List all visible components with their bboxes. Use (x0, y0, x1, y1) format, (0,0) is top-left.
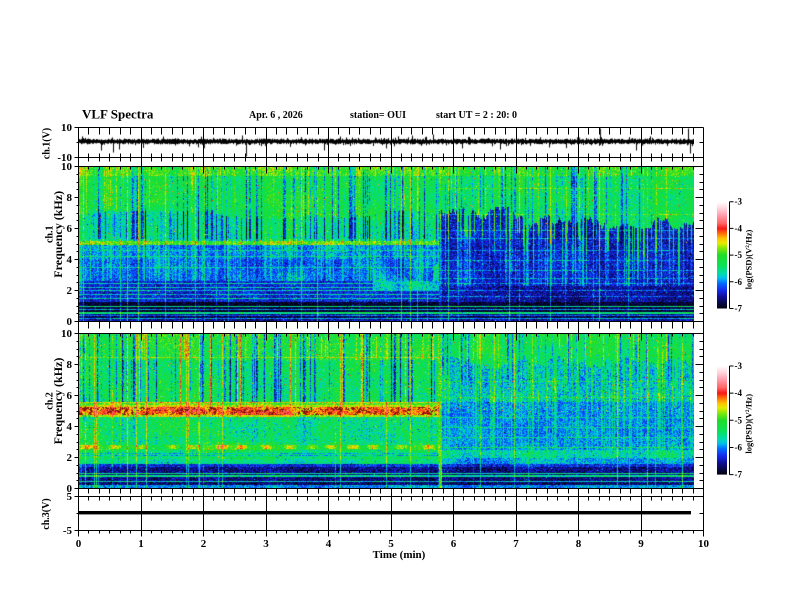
svg-text:Time (min): Time (min) (373, 549, 426, 561)
svg-text:ch.1: ch.1 (45, 226, 56, 244)
svg-text:6: 6 (451, 538, 457, 550)
svg-text:9: 9 (638, 538, 644, 550)
svg-text:-6: -6 (735, 442, 743, 452)
svg-text:-5: -5 (735, 415, 743, 425)
svg-text:6: 6 (67, 223, 73, 235)
svg-text:0: 0 (67, 316, 73, 328)
svg-text:-7: -7 (735, 470, 743, 480)
svg-text:2: 2 (67, 285, 73, 297)
svg-text:10: 10 (61, 328, 73, 340)
svg-text:Frequency (kHz): Frequency (kHz) (51, 358, 65, 445)
svg-text:-3: -3 (735, 361, 743, 371)
svg-text:8: 8 (67, 192, 73, 204)
svg-text:ch.3(V): ch.3(V) (41, 498, 52, 529)
svg-text:log(PSD)(V²/Hz): log(PSD)(V²/Hz) (744, 394, 754, 454)
svg-text:3: 3 (263, 538, 269, 550)
svg-text:-10: -10 (57, 152, 72, 164)
svg-text:4: 4 (67, 421, 73, 433)
svg-text:2: 2 (67, 452, 73, 464)
svg-text:10: 10 (698, 538, 710, 550)
svg-text:10: 10 (61, 122, 73, 134)
svg-text:-5: -5 (735, 250, 743, 260)
svg-text:6: 6 (67, 390, 73, 402)
svg-text:4: 4 (326, 538, 332, 550)
svg-text:station= OUI: station= OUI (350, 110, 406, 121)
svg-text:4: 4 (67, 254, 73, 266)
svg-text:Apr. 6 , 2026: Apr. 6 , 2026 (249, 110, 303, 121)
svg-text:-6: -6 (735, 277, 743, 287)
svg-text:0: 0 (76, 538, 82, 550)
svg-text:-4: -4 (735, 223, 743, 233)
svg-text:8: 8 (67, 359, 73, 371)
svg-text:VLF Spectra: VLF Spectra (82, 107, 154, 122)
svg-text:8: 8 (576, 538, 582, 550)
svg-text:5: 5 (67, 491, 73, 503)
svg-text:10: 10 (61, 161, 73, 173)
svg-text:ch.1(V): ch.1(V) (42, 128, 53, 159)
svg-text:5: 5 (388, 538, 394, 550)
svg-text:log(PSD)(V²/Hz): log(PSD)(V²/Hz) (744, 230, 754, 290)
svg-text:1: 1 (138, 538, 144, 550)
svg-text:-4: -4 (735, 388, 743, 398)
svg-text:ch.2: ch.2 (45, 392, 56, 410)
svg-text:-7: -7 (735, 304, 743, 314)
svg-text:start UT = 2 : 20: 0: start UT = 2 : 20: 0 (436, 110, 517, 121)
svg-text:Frequency (kHz): Frequency (kHz) (51, 191, 65, 278)
svg-text:0: 0 (67, 483, 73, 495)
svg-text:-3: -3 (735, 197, 743, 207)
svg-text:7: 7 (513, 538, 519, 550)
svg-text:2: 2 (201, 538, 207, 550)
svg-text:-5: -5 (63, 525, 73, 537)
